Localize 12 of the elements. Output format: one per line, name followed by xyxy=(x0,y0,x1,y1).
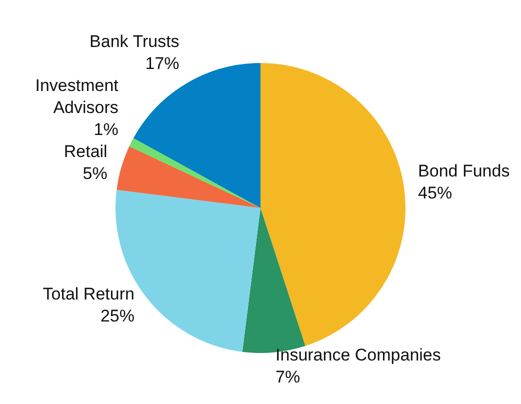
data-label: 25% xyxy=(100,306,134,326)
slice-label: Bond Funds xyxy=(418,162,510,181)
slice-label: Insurance Companies xyxy=(276,345,441,364)
slice-label: Total Return xyxy=(42,284,134,304)
data-label: 17% xyxy=(145,54,180,74)
slice-label: Retail xyxy=(64,142,108,162)
data-label: 45% xyxy=(418,184,452,203)
slice-label: Bank Trusts xyxy=(90,32,180,52)
data-label: 7% xyxy=(276,367,300,386)
data-label: 5% xyxy=(82,164,108,184)
slice-label: Investment Advisors xyxy=(35,76,119,118)
data-label: 1% xyxy=(94,120,118,140)
